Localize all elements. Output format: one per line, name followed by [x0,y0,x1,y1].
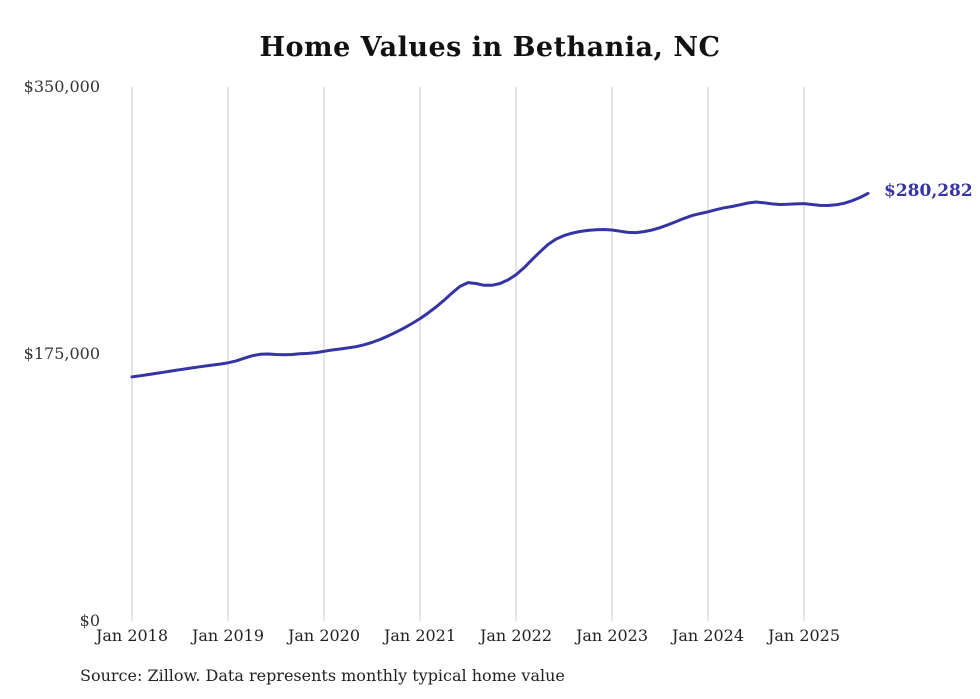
x-tick-label: Jan 2021 [383,626,457,645]
y-tick-label: $350,000 [23,77,100,96]
x-tick-label: Jan 2023 [575,626,649,645]
source-note: Source: Zillow. Data represents monthly … [80,666,565,685]
x-tick-label: Jan 2022 [479,626,553,645]
latest-value-label: $280,282 [884,181,973,202]
x-tick-label: Jan 2025 [767,626,841,645]
y-tick-label: $0 [79,611,100,630]
x-tick-label: Jan 2024 [671,626,745,645]
x-tick-label: Jan 2020 [287,626,361,645]
x-tick-label: Jan 2018 [95,626,169,645]
y-tick-label: $175,000 [23,344,100,363]
home-value-line [130,191,870,379]
chart-title: Home Values in Bethania, NC [259,32,721,63]
x-tick-label: Jan 2019 [191,626,265,645]
